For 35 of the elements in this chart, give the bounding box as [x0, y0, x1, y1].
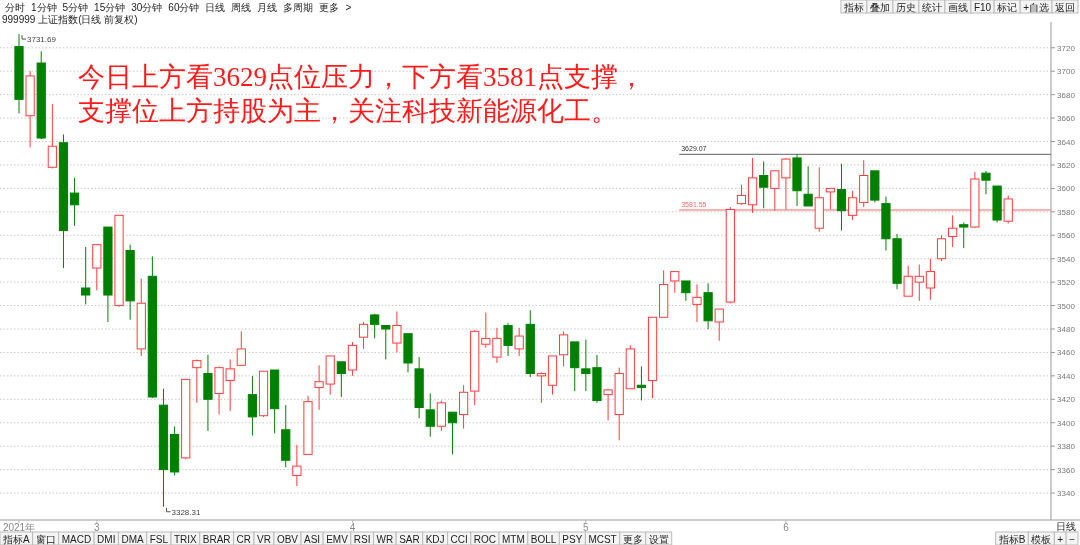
text: 日线 [1056, 521, 1076, 532]
y-tick-label: 3680 [1057, 90, 1076, 100]
x-tick-label: 2021年 [2, 521, 36, 533]
annotation: 今日上方看3629点位压力，下方看3581点支撑， [78, 62, 645, 92]
x-tick-label: 5 [583, 521, 590, 533]
x-tick-label: 3 [94, 521, 101, 533]
y-tick-label: 3580 [1057, 207, 1076, 217]
y-tick-label: 3520 [1057, 278, 1076, 288]
y-tick-label: 3700 [1057, 67, 1076, 77]
text: 指标 叠加 历史 统计 画线 F10 标记 +自选 返回 [843, 1, 1075, 13]
annotation: 支撑位上方持股为主，关注科技新能源化工。 [78, 96, 618, 126]
y-tick-label: 3360 [1057, 465, 1076, 475]
y-tick-label: 3500 [1057, 301, 1076, 311]
y-tick-label: 3400 [1057, 418, 1076, 428]
text: 分时 1分钟 5分钟 15分钟 30分钟 60分钟 日线 周线 月线 多周期 更多 > [5, 1, 352, 13]
y-tick-label: 3440 [1057, 371, 1076, 381]
y-tick-label: 3560 [1057, 231, 1076, 241]
y-tick-label: 3600 [1057, 184, 1076, 194]
chart-title: 999999 上证指数(日线 前复权) [2, 14, 138, 25]
y-tick-label: 3540 [1057, 254, 1076, 264]
x-tick-label: 4 [349, 521, 356, 533]
y-tick-label: 3420 [1057, 395, 1076, 405]
y-tick-label: 3660 [1057, 114, 1076, 124]
y-tick-label: 3480 [1057, 325, 1076, 334]
y-tick-label: 3460 [1057, 348, 1076, 358]
y-tick-label: 3720 [1057, 43, 1076, 53]
y-tick-label: 3620 [1057, 160, 1076, 170]
annotation: 3328.31 [171, 507, 201, 517]
y-tick-label: 3340 [1057, 489, 1076, 499]
text: 指标B 模板 + − [997, 533, 1076, 545]
annotation: 3731.69 [27, 35, 57, 45]
text: 指标A 窗口 MACD DMI DMA FSL TRIX BRAR CR VR OBV ASI EMV RSI WR SAR KDJ CCI ROC MTM BOLL PSY MCST 更多 设置 [3, 533, 669, 545]
y-tick-label: 3640 [1057, 137, 1076, 147]
y-tick-label: 3380 [1057, 442, 1076, 452]
x-tick-label: 6 [783, 521, 790, 533]
